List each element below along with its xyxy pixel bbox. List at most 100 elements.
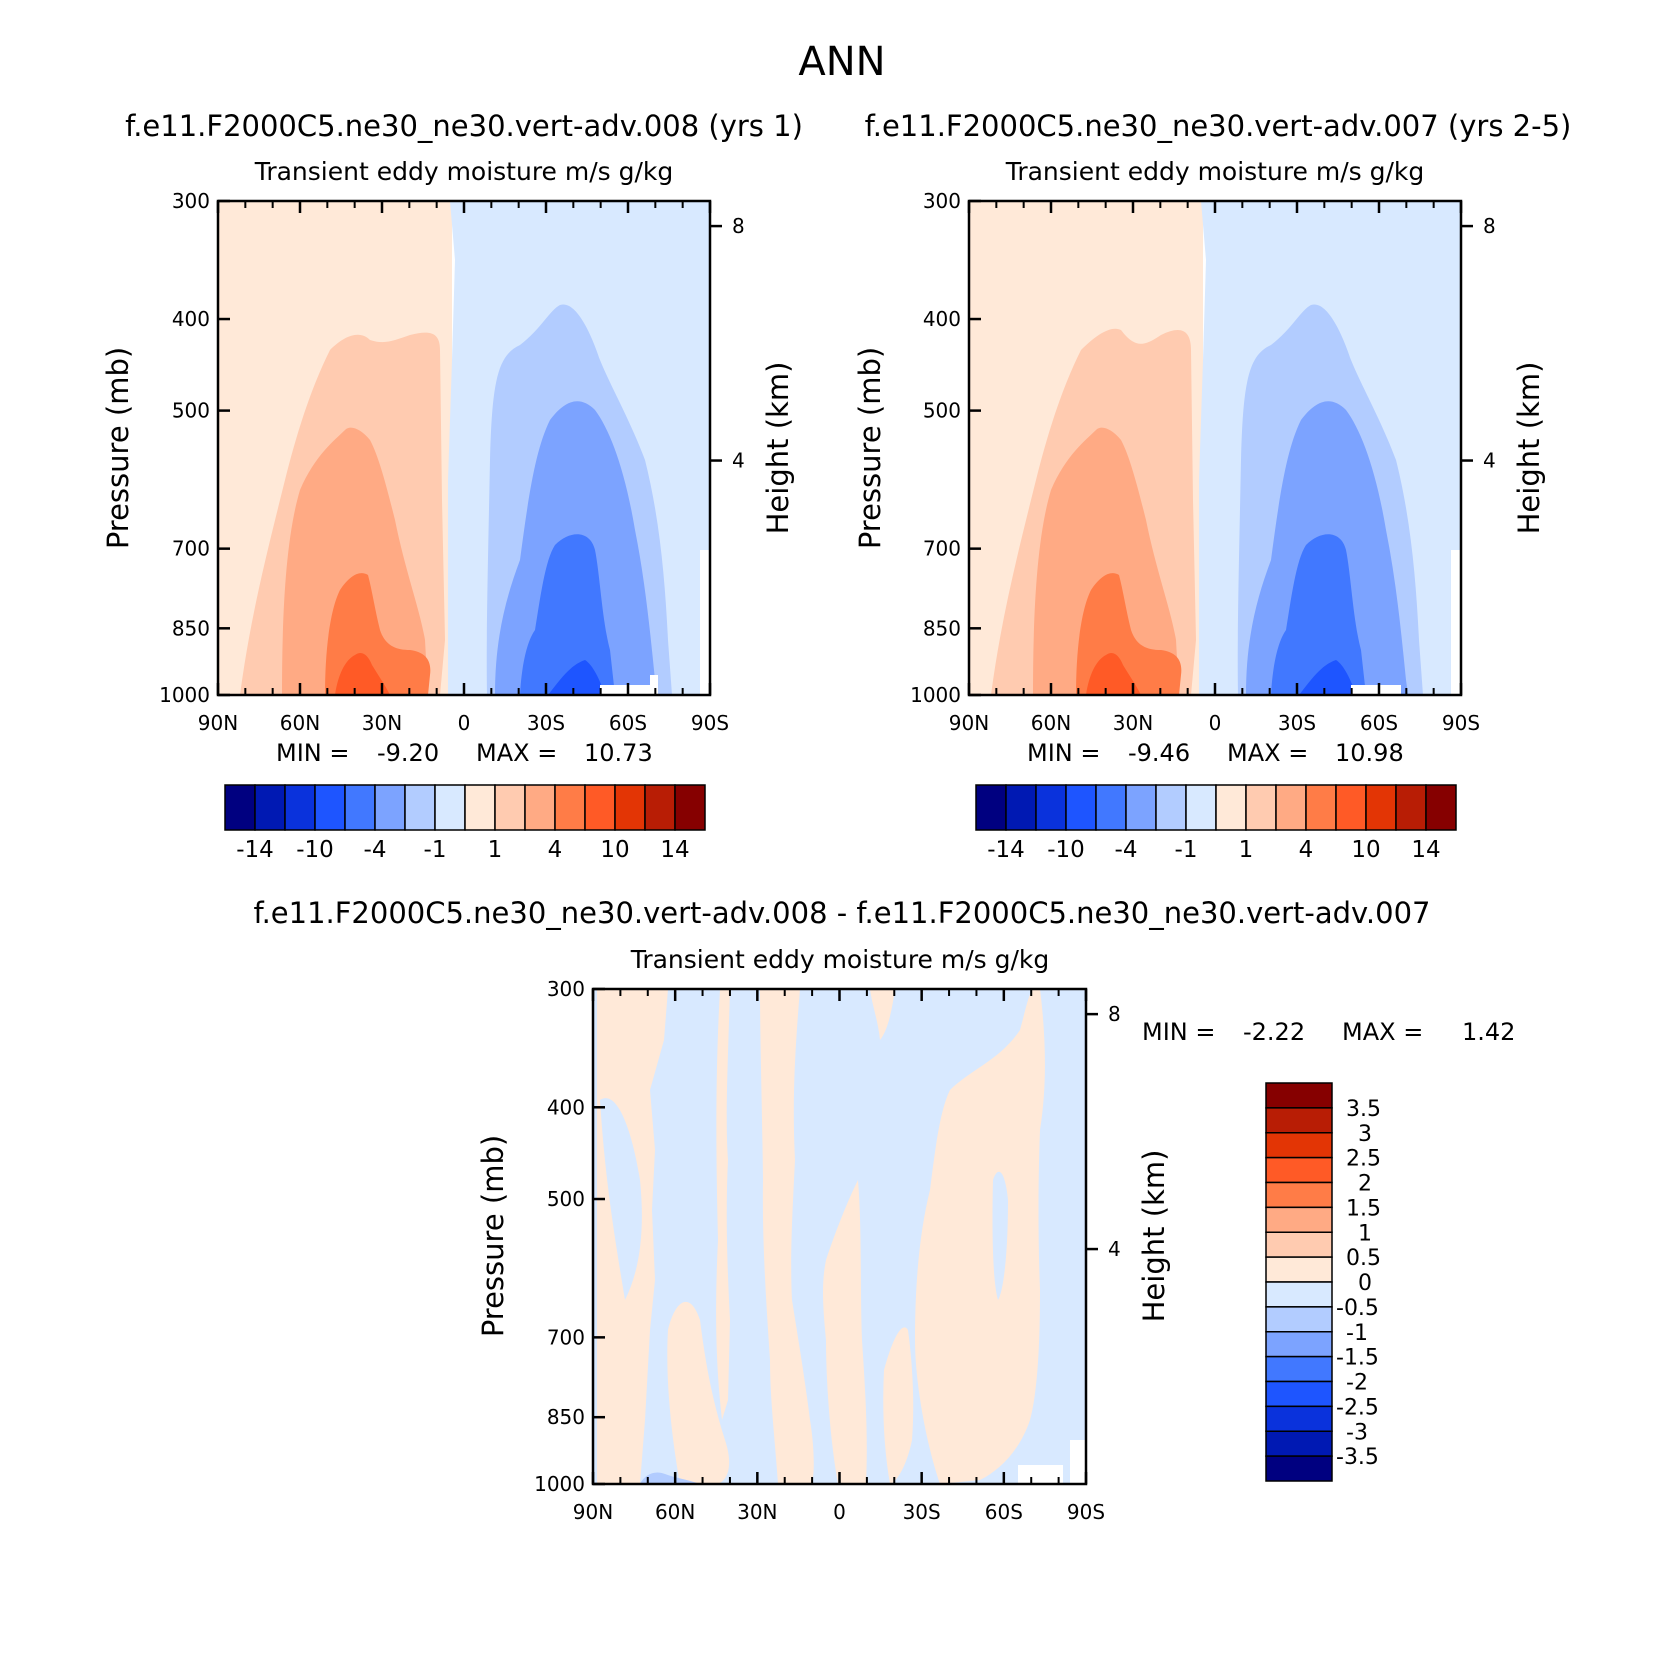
colorbar-label: 4	[548, 837, 563, 863]
colorbar-swatch	[1095, 784, 1127, 831]
y-tick-label: 400	[172, 307, 210, 331]
x-tick-label: 90N	[573, 1500, 613, 1524]
contour-neg-level3	[520, 534, 615, 695]
y-tick-label: 1000	[534, 1472, 585, 1496]
colorbar-swatch	[1265, 1405, 1333, 1432]
y-tick-label: 300	[547, 977, 585, 1001]
y-tick-label: 700	[172, 537, 210, 561]
colorbar-swatch	[1275, 784, 1307, 831]
colorbar-swatch	[1265, 1107, 1333, 1134]
y2-tick-label: 8	[1483, 214, 1496, 238]
min-label: MIN =	[1142, 1018, 1215, 1046]
y2-tick-label: 4	[1483, 449, 1496, 473]
colorbar-label: 14	[660, 837, 689, 863]
x-tick-label: 30N	[737, 1500, 777, 1524]
colorbar-swatch	[1265, 1331, 1333, 1358]
min-label: MIN =	[276, 739, 349, 767]
colorbar-swatch	[1245, 784, 1277, 831]
missing-data-patch	[650, 675, 658, 695]
colorbar-label: 3	[1358, 1122, 1372, 1147]
y-axis-label: Pressure (mb)	[853, 347, 887, 549]
colorbar-label: -14	[987, 837, 1025, 863]
x-tick-label: 0	[833, 1500, 846, 1524]
colorbar-swatch	[1265, 1082, 1333, 1109]
colorbar-swatch	[1265, 1281, 1333, 1308]
contour-pos-strip	[883, 1327, 914, 1484]
x-tick-label: 0	[1209, 711, 1222, 735]
colorbar-label: 4	[1299, 837, 1314, 863]
x-tick-label: 60N	[280, 711, 320, 735]
colorbar-label: -2.5	[1336, 1395, 1379, 1420]
colorbar-label: -0.5	[1336, 1296, 1379, 1321]
colorbar-swatch	[1395, 784, 1427, 831]
x-tick-label: 90S	[1442, 711, 1480, 735]
colorbar-label: -10	[1047, 837, 1085, 863]
y-tick-label: 400	[547, 1095, 585, 1119]
min-value: -9.46	[1128, 739, 1190, 767]
colorbar-swatch	[284, 784, 316, 831]
contour-field	[593, 989, 1086, 1484]
contour-neg-patch	[992, 1171, 1008, 1300]
colorbar-swatch	[1065, 784, 1097, 831]
colorbar-swatch	[344, 784, 376, 831]
y-tick-label: 500	[172, 399, 210, 423]
x-tick-label: 90S	[1067, 1500, 1105, 1524]
colorbar-swatch	[1305, 784, 1337, 831]
colorbar-swatch	[404, 784, 436, 831]
missing-data-patch	[1070, 1440, 1086, 1484]
max-label: MAX =	[476, 739, 557, 767]
max-value: 10.73	[584, 739, 653, 767]
colorbar-swatch	[674, 784, 706, 831]
colorbar-label: 14	[1411, 837, 1440, 863]
contour-neg-level4	[1299, 660, 1356, 695]
colorbar-swatch	[975, 784, 1007, 831]
contour-pos-level4	[1086, 653, 1141, 695]
y-tick-label: 850	[172, 616, 210, 640]
colorbar-label: -1.5	[1336, 1346, 1379, 1371]
y2-axis-label: Height (km)	[1137, 1150, 1171, 1323]
colorbar-label: 2	[1358, 1172, 1372, 1197]
max-value: 10.98	[1335, 739, 1404, 767]
colorbar-swatch	[494, 784, 526, 831]
max-value: 1.42	[1462, 1018, 1515, 1046]
colorbar-swatch	[584, 784, 616, 831]
y2-tick-label: 4	[1108, 1237, 1121, 1261]
x-tick-label: 90S	[691, 711, 729, 735]
colorbar-swatch	[254, 784, 286, 831]
contour-neg-level4	[548, 660, 605, 695]
contour-pos-strip	[915, 989, 1045, 1484]
contour-field	[218, 201, 710, 695]
colorbar-swatch	[1035, 784, 1067, 831]
y-axis-label: Pressure (mb)	[101, 347, 135, 549]
colorbar-label: 10	[1351, 837, 1380, 863]
x-tick-label: 60S	[609, 711, 647, 735]
colorbar-swatch	[644, 784, 676, 831]
colorbar-swatch	[1215, 784, 1247, 831]
colorbar-swatch	[1265, 1181, 1333, 1209]
colorbar-swatch	[1265, 1206, 1333, 1233]
colorbar-label: 1	[1239, 837, 1254, 863]
colorbar-swatch	[1125, 784, 1157, 831]
missing-data-patch	[700, 550, 710, 695]
y-tick-label: 850	[923, 616, 961, 640]
colorbar-label: -10	[296, 837, 334, 863]
colorbar-label: 10	[600, 837, 629, 863]
x-tick-label: 30S	[1278, 711, 1316, 735]
colorbar-label: -1	[1346, 1321, 1368, 1346]
y2-axis-label: Height (km)	[761, 362, 795, 535]
min-label: MIN =	[1027, 739, 1100, 767]
colorbar-swatch	[1365, 784, 1397, 831]
contour-field	[969, 201, 1461, 695]
contour-pos-strip	[823, 1180, 867, 1484]
colorbar-swatch	[1425, 784, 1457, 831]
contour-pos-strip	[870, 989, 895, 1040]
x-tick-label: 90N	[949, 711, 989, 735]
contour-pos-strip	[760, 989, 814, 1484]
y2-tick-label: 8	[732, 214, 745, 238]
x-tick-label: 30S	[903, 1500, 941, 1524]
x-tick-label: 60N	[1031, 711, 1071, 735]
contour-neg-patch	[600, 1098, 642, 1300]
panel-title: f.e11.F2000C5.ne30_ne30.vert-adv.008 - f…	[253, 896, 1430, 930]
y-tick-label: 700	[923, 537, 961, 561]
y-tick-label: 300	[923, 189, 961, 213]
